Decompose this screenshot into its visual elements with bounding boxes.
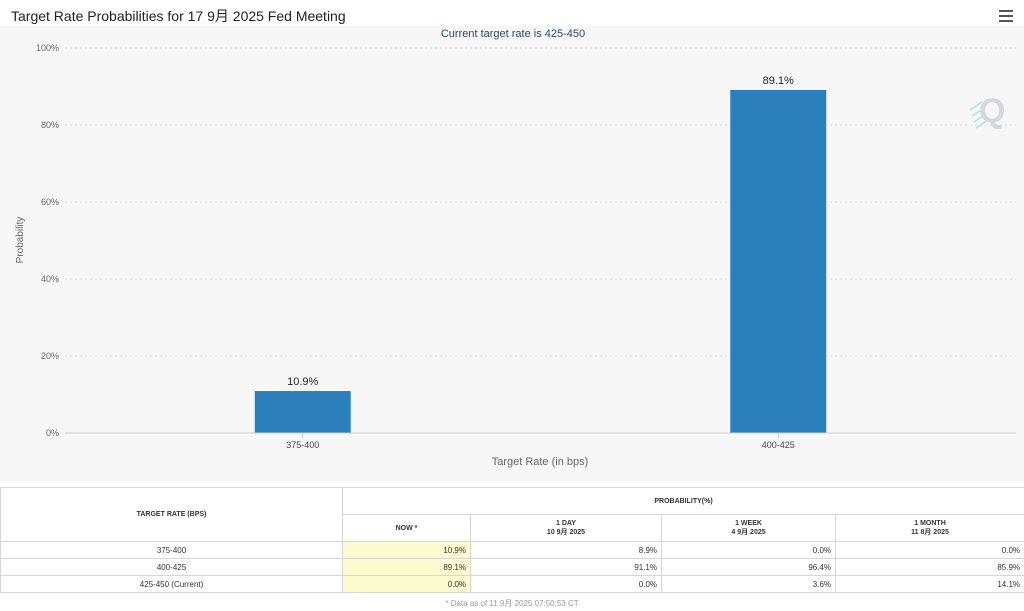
bar-chart: 0% 20% 40% 60% 80% 100% 10.9% 89.1% 375-400 400… <box>0 26 1024 482</box>
probability-table-wrap: TARGET RATE (BPS) PROBABILITY(%) NOW * 1… <box>0 487 1024 593</box>
y-tick-label: 100% <box>36 43 59 53</box>
y-tick-label: 60% <box>41 197 59 207</box>
hamburger-menu-icon[interactable] <box>999 10 1013 22</box>
chart-header: Target Rate Probabilities for 17 9月 2025… <box>0 0 1024 26</box>
x-tick-label: 375-400 <box>286 440 319 450</box>
now-cell: 10.9% <box>342 541 471 559</box>
gridlines <box>65 47 1016 357</box>
data-label: 10.9% <box>287 376 318 388</box>
1-month-cell: 14.1% <box>834 575 1024 593</box>
chart-area: 0% 20% 40% 60% 80% 100% 10.9% 89.1% 375-400 400… <box>0 26 1024 482</box>
1-month-cell: 0.0% <box>834 541 1024 559</box>
table-row: 375-400 10.9% 8.9% 0.0% 0.0% <box>0 541 1024 559</box>
1-day-cell: 8.9% <box>470 541 662 559</box>
1-week-cell: 96.4% <box>661 558 836 576</box>
data-label: 89.1% <box>763 75 794 87</box>
1-day-cell: 0.0% <box>470 575 662 593</box>
y-tick-label: 0% <box>46 428 59 438</box>
y-tick-label: 20% <box>41 351 59 361</box>
bar-375-400[interactable] <box>254 391 351 433</box>
x-axis-title: Target Rate (in bps) <box>492 456 589 468</box>
now-cell: 89.1% <box>342 558 471 576</box>
probability-header: PROBABILITY(%) <box>341 487 1024 515</box>
data-timestamp-footnote: * Data as of 11 9月 2025 07:50:53 CT <box>445 599 579 608</box>
table-row: 400-425 89.1% 91.1% 96.4% 85.9% <box>0 558 1024 576</box>
svg-text:Q: Q <box>979 92 1005 130</box>
1-day-header: 1 DAY 10 9月 2025 <box>470 514 662 542</box>
q-logo-icon: Q <box>969 92 1005 130</box>
y-axis-ticks: 0% 20% 40% 60% 80% 100% <box>36 43 59 438</box>
probability-table: TARGET RATE (BPS) PROBABILITY(%) NOW * 1… <box>0 487 1024 593</box>
rate-cell: 375-400 <box>0 541 343 559</box>
1-month-header: 1 MONTH 11 8月 2025 <box>834 514 1024 542</box>
chart-title: Target Rate Probabilities for 17 9月 2025… <box>11 8 346 24</box>
y-axis-title: Probability <box>15 217 26 264</box>
1-week-cell: 0.0% <box>661 541 836 559</box>
1-month-cell: 85.9% <box>834 558 1024 576</box>
x-tick-label: 400-425 <box>762 440 795 450</box>
bars <box>254 89 827 433</box>
y-tick-label: 40% <box>41 274 59 284</box>
data-labels: 10.9% 89.1% <box>287 75 794 388</box>
1-week-cell: 3.6% <box>661 575 836 593</box>
now-cell: 0.0% <box>342 575 471 593</box>
chart-subtitle: Current target rate is 425-450 <box>441 28 585 40</box>
rate-cell: 425-450 (Current) <box>0 575 343 593</box>
rate-cell: 400-425 <box>0 558 343 576</box>
y-tick-label: 80% <box>41 120 59 130</box>
plot-background <box>0 26 1024 482</box>
1-week-header: 1 WEEK 4 9月 2025 <box>661 514 836 542</box>
now-header: NOW * <box>342 514 471 542</box>
x-axis-ticks: 375-400 400-425 <box>286 433 795 450</box>
bar-400-425[interactable] <box>730 89 827 433</box>
target-rate-header: TARGET RATE (BPS) <box>0 487 343 542</box>
1-day-cell: 91.1% <box>470 558 662 576</box>
table-row: 425-450 (Current) 0.0% 0.0% 3.6% 14.1% <box>0 575 1024 593</box>
